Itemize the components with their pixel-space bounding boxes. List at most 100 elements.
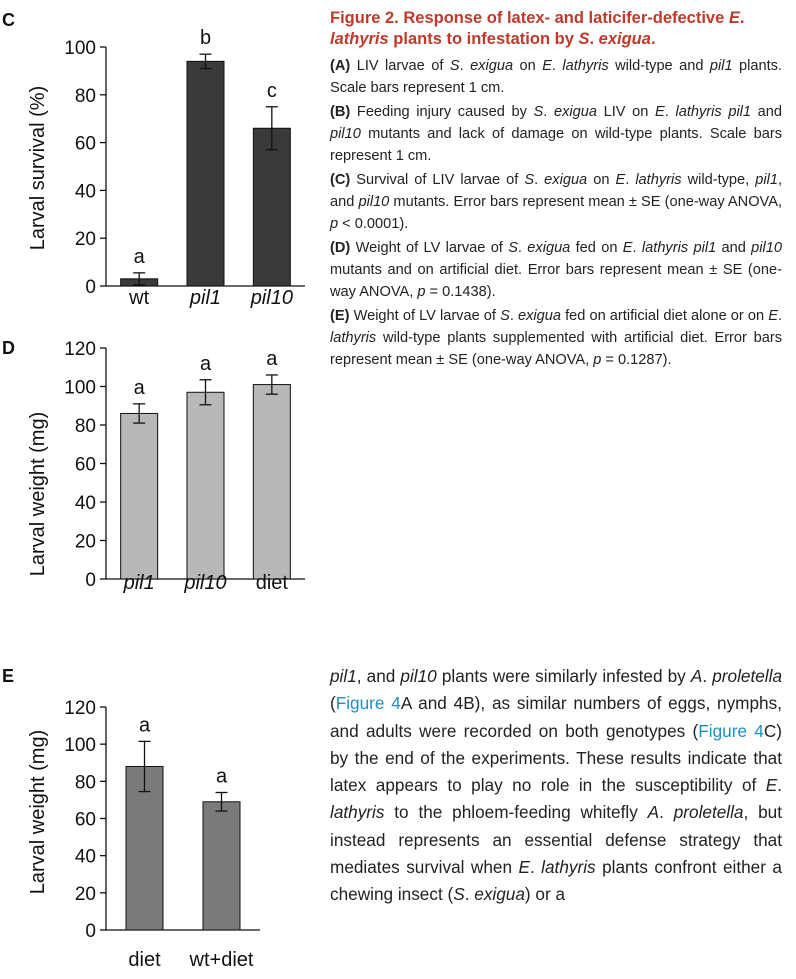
caption-b: (B) Feeding injury caused by S. exigua L… — [330, 101, 782, 167]
caption-text: exigua — [544, 172, 588, 188]
panel-e: E Larval weight (mg) 0 20 40 60 80 100 120 a die… — [0, 662, 312, 979]
caption-text: mutants and lack of damage on wild-type … — [330, 126, 782, 164]
caption-text: pil10 — [358, 194, 390, 210]
caption-text: . — [543, 104, 554, 120]
body-text: E — [765, 775, 778, 796]
plot-area-d: 0 20 40 60 80 100 120 a pil1 a pil10 a diet — [64, 339, 305, 594]
figure-4-link[interactable]: Figure 4 — [335, 693, 401, 714]
caption-text: lathyris — [641, 240, 689, 256]
caption-text: . — [459, 58, 471, 74]
body-text: plants were similarly infested by — [436, 666, 691, 686]
panel-letter-e: E — [2, 666, 14, 686]
body-text: E — [518, 857, 530, 878]
caption-tag: (B) — [330, 104, 351, 120]
bar — [202, 801, 241, 931]
caption-c: (C) Survival of LIV larvae of S. exigua … — [330, 169, 782, 235]
y-axis-label-e: Larval weight (mg) — [27, 730, 49, 895]
title-text: exigua — [598, 30, 651, 48]
bar — [186, 391, 225, 580]
caption-a: (A) LIV larvae of S. exigua on E. lathyr… — [330, 55, 782, 99]
y-tick-label: 0 — [85, 570, 96, 591]
title-text: lathyris — [330, 30, 389, 48]
caption-tag: (A) — [330, 58, 351, 74]
body-text: ( — [330, 693, 336, 714]
body-text: pil10 — [400, 666, 437, 686]
panel-letter-c: C — [2, 10, 15, 30]
caption-text: exigua — [527, 240, 571, 256]
body-text: . — [529, 857, 542, 878]
caption-text: E — [615, 172, 626, 188]
caption-d: (D) Weight of LV larvae of S. exigua fed… — [330, 237, 782, 303]
y-tick-label: 20 — [75, 532, 96, 553]
caption-text: mutants. Error bars represent mean ± SE … — [389, 194, 782, 210]
y-tick-label: 40 — [75, 493, 96, 514]
body-text: S — [453, 884, 465, 905]
caption-text: Feeding injury caused by — [350, 104, 534, 120]
caption-text: . — [777, 308, 783, 324]
caption-text: lathyris — [562, 58, 609, 74]
y-tick-label: 60 — [75, 455, 96, 476]
caption-tag: (C) — [330, 172, 351, 188]
significance-letter: b — [200, 27, 211, 49]
y-tick-label: 0 — [85, 921, 96, 942]
caption-text: on — [513, 58, 543, 74]
caption-text: exigua — [470, 58, 514, 74]
caption-text: fed on artificial diet alone or on — [560, 308, 769, 324]
bar — [125, 765, 164, 931]
bar — [252, 127, 291, 287]
panel-c: C Larval survival (%) 0 20 40 60 80 100 a wt b pi… — [0, 0, 312, 312]
caption-text: E — [622, 240, 633, 256]
y-tick-label: 60 — [75, 810, 96, 831]
title-text: Figure 2. Response of latex- and laticif… — [330, 9, 729, 27]
chart-e: E Larval weight (mg) 0 20 40 60 80 100 120 a die… — [2, 666, 260, 971]
category-label: wt+diet — [189, 949, 254, 971]
body-text: C) by the end of the experiments. These … — [330, 720, 782, 796]
caption-text: Survival of LIV larvae of — [350, 172, 525, 188]
body-text: A — [647, 802, 660, 823]
caption-text: and — [751, 104, 783, 120]
y-tick-label: 40 — [75, 181, 96, 202]
caption-text: wild-type, — [681, 172, 756, 188]
caption-text: Weight of LV larvae of — [350, 240, 509, 256]
category-label: pil10 — [250, 287, 293, 309]
caption-tag: (D) — [330, 240, 351, 256]
caption-text: exigua — [553, 104, 597, 120]
caption-text: . — [632, 240, 642, 256]
caption-text: , and — [330, 172, 783, 210]
figure-title: Figure 2. Response of latex- and laticif… — [330, 8, 782, 50]
caption-text: . — [517, 240, 528, 256]
caption-text: S — [524, 172, 535, 188]
caption-text: lathyris pil1 — [675, 104, 752, 120]
category-label: pil1 — [189, 287, 221, 309]
bar — [186, 60, 225, 287]
body-text: exigua — [474, 884, 525, 905]
y-tick-label: 20 — [75, 229, 96, 250]
y-tick-label: 100 — [64, 378, 96, 399]
y-tick-label: 80 — [75, 772, 96, 793]
caption-text: LIV on — [596, 104, 656, 120]
plot-area-c: 0 20 40 60 80 100 a wt b pil1 c pil10 — [64, 27, 305, 309]
chart-d: D Larval weight (mg) 0 20 40 60 80 100 120 a pil… — [2, 338, 305, 594]
title-text: plants to infestation by — [388, 30, 579, 48]
body-text: proletella — [712, 666, 782, 686]
caption-text: pil10 — [751, 240, 783, 256]
y-tick-label: 80 — [75, 416, 96, 437]
body-text: , but instead represents an essential de… — [330, 802, 782, 878]
body-text: proletella — [673, 802, 744, 823]
caption-text: E — [655, 104, 665, 120]
caption-text: . — [664, 104, 676, 120]
bar — [120, 412, 159, 580]
significance-letter: a — [216, 765, 228, 787]
body-text: , and — [356, 666, 401, 686]
body-text: pil1 — [330, 666, 357, 686]
body-text: ) or a — [524, 884, 566, 905]
significance-letter: a — [134, 377, 146, 399]
body-text: . — [464, 884, 475, 905]
significance-letter: c — [267, 80, 277, 102]
y-tick-label: 100 — [64, 38, 96, 59]
body-text: A — [690, 666, 703, 686]
figure-4-link[interactable]: Figure 4 — [698, 720, 764, 741]
y-tick-label: 20 — [75, 884, 96, 905]
caption-text: pil1 — [755, 172, 778, 188]
caption-text: S — [500, 308, 510, 324]
